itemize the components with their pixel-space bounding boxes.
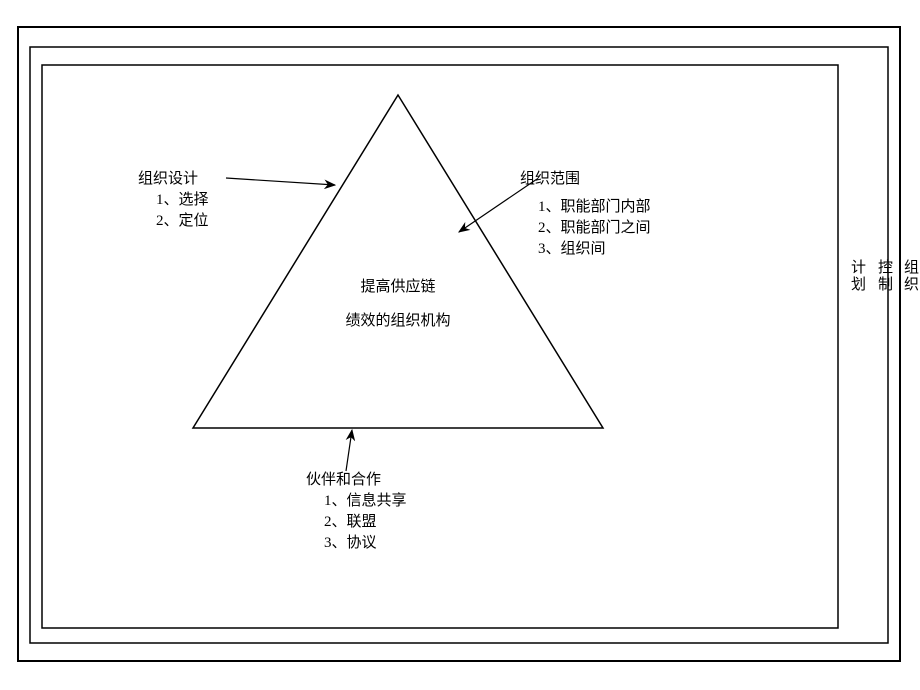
side-label-organization: 组织	[899, 259, 920, 293]
label-bottom-item-2: 2、联盟	[324, 512, 377, 533]
label-right-item-2: 2、职能部门之间	[538, 218, 651, 239]
diagram-svg	[0, 0, 920, 690]
label-right-item-3: 3、组织间	[538, 239, 606, 260]
label-left-item-1: 1、选择	[156, 190, 209, 211]
central-triangle	[193, 95, 603, 428]
triangle-text-line1: 提高供应链	[360, 277, 435, 298]
arrow-bottom	[346, 430, 352, 471]
label-bottom-item-3: 3、协议	[324, 533, 377, 554]
label-left-item-2: 2、定位	[156, 211, 209, 232]
label-bottom-title: 伙伴和合作	[306, 470, 381, 491]
label-left-title: 组织设计	[138, 169, 198, 190]
side-label-control: 控制	[873, 259, 894, 293]
triangle-text-line2: 绩效的组织机构	[345, 311, 450, 332]
border-outer	[18, 27, 900, 661]
border-inner	[42, 65, 838, 628]
label-right-item-1: 1、职能部门内部	[538, 197, 651, 218]
diagram-root: 提高供应链 绩效的组织机构 组织设计 1、选择 2、定位 组织范围 1、职能部门…	[0, 0, 920, 690]
label-bottom-item-1: 1、信息共享	[324, 491, 407, 512]
arrow-left	[226, 178, 335, 185]
side-label-planning: 计划	[846, 259, 867, 293]
border-middle	[30, 47, 888, 643]
label-right-title: 组织范围	[520, 169, 580, 190]
